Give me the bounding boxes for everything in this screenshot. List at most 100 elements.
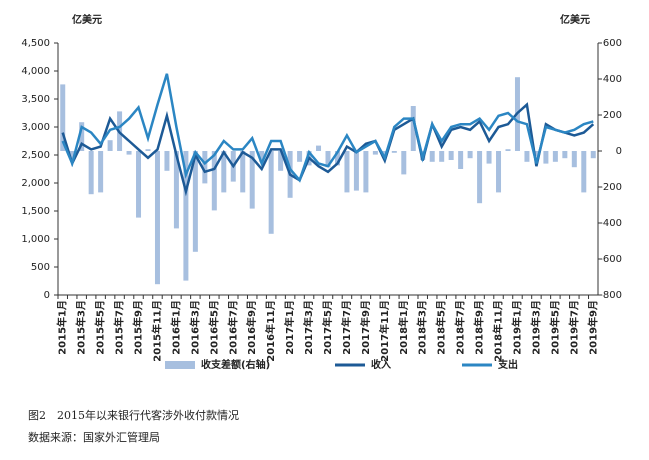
y-tick-label: 2,000 [21, 178, 50, 189]
bar [524, 151, 530, 162]
legend-label: 收入 [371, 358, 391, 371]
bar [562, 151, 568, 159]
x-tick-label: 2016年11月 [264, 300, 277, 362]
bar [259, 151, 265, 162]
bar [126, 151, 132, 155]
x-tick-label: 2017年5月 [321, 300, 334, 355]
bar [505, 149, 511, 151]
bar [164, 151, 170, 171]
bar [391, 151, 397, 153]
y2-axis-label: 亿美元 [560, 13, 590, 26]
bar [136, 151, 142, 218]
x-tick-label: 2019年3月 [529, 300, 542, 355]
bar [107, 140, 113, 151]
y-axis-label: 亿美元 [72, 13, 102, 26]
bar [467, 151, 473, 159]
y-tick-label: 0 [44, 290, 50, 301]
x-tick-label: 2015年5月 [94, 300, 107, 355]
x-tick-label: 2016年1月 [169, 300, 182, 355]
bar [69, 151, 75, 160]
bar [145, 149, 151, 151]
bar [477, 151, 483, 204]
caption: 图2 2015年以来银行代客涉外收付款情况 [28, 408, 239, 422]
x-tick-label: 2016年7月 [226, 300, 239, 355]
bar [552, 151, 558, 162]
bar [581, 151, 587, 193]
x-tick-label: 2018年9月 [473, 300, 486, 355]
bar [486, 151, 492, 164]
y-tick-label: 1,000 [21, 234, 50, 245]
bar [344, 151, 350, 193]
y2-tick-label: -600 [599, 254, 622, 265]
bar [268, 151, 274, 234]
x-tick-label: 2017年11月 [378, 300, 391, 362]
y-tick-label: 1,500 [21, 206, 50, 217]
bar [183, 151, 189, 281]
y-tick-label: 3,000 [21, 122, 50, 133]
bar [173, 151, 179, 229]
bar [60, 84, 66, 151]
x-tick-label: 2019年9月 [586, 300, 599, 355]
bar [496, 151, 502, 193]
bar [249, 151, 255, 209]
y2-tick-label: 600 [603, 38, 622, 49]
bar [363, 151, 369, 193]
bar [316, 145, 322, 151]
y2-tick-label: -800 [599, 290, 622, 301]
x-tick-label: 2019年5月 [548, 300, 561, 355]
x-tick-label: 2016年5月 [207, 300, 220, 355]
bar [192, 151, 198, 252]
bar [401, 151, 407, 175]
x-tick-label: 2015年7月 [113, 300, 126, 355]
bar [458, 151, 464, 169]
bar [154, 151, 160, 285]
bar [543, 151, 549, 164]
bar [88, 151, 94, 195]
x-tick-label: 2019年7月 [567, 300, 580, 355]
x-tick-label: 2016年3月 [188, 300, 201, 355]
line [61, 73, 594, 183]
x-tick-label: 2017年7月 [340, 300, 353, 355]
bar [410, 106, 416, 151]
bar [221, 151, 227, 193]
y2-tick-label: 400 [603, 74, 622, 85]
bar [533, 151, 539, 157]
y-tick-label: 4,500 [21, 38, 50, 49]
x-tick-label: 2015年9月 [132, 300, 145, 355]
x-tick-label: 2018年11月 [492, 300, 505, 362]
x-tick-label: 2018年3月 [416, 300, 429, 355]
y2-tick-label: 200 [603, 110, 622, 121]
y-tick-label: 2,500 [21, 150, 50, 161]
x-tick-label: 2018年1月 [397, 300, 410, 355]
x-tick-label: 2017年1月 [283, 300, 296, 355]
x-tick-label: 2018年7月 [454, 300, 467, 355]
bar [429, 151, 435, 162]
bar [325, 151, 331, 168]
bar [240, 151, 246, 193]
y2-tick-label: -400 [599, 218, 622, 229]
line [61, 102, 595, 197]
y-tick-label: 500 [31, 262, 50, 273]
bar [98, 151, 104, 193]
x-tick-label: 2018年5月 [435, 300, 448, 355]
bar [211, 151, 217, 211]
legend-label: 收支差额(右轴) [201, 358, 270, 371]
x-tick-label: 2017年3月 [302, 300, 315, 355]
y-tick-label: 4,000 [21, 66, 50, 77]
bar [202, 151, 208, 184]
y-tick-label: 3,500 [21, 94, 50, 105]
bar [372, 151, 378, 155]
source: 数据来源：国家外汇管理局 [28, 430, 160, 444]
bar [297, 151, 303, 162]
bar [278, 151, 284, 171]
bar [79, 122, 85, 151]
y2-tick-label: -200 [599, 182, 622, 193]
bar [590, 151, 596, 159]
bar [334, 151, 340, 166]
bar [571, 151, 577, 168]
bar [439, 151, 445, 162]
bar [353, 151, 359, 191]
x-tick-label: 2019年1月 [510, 300, 523, 355]
x-tick-label: 2016年9月 [245, 300, 258, 355]
